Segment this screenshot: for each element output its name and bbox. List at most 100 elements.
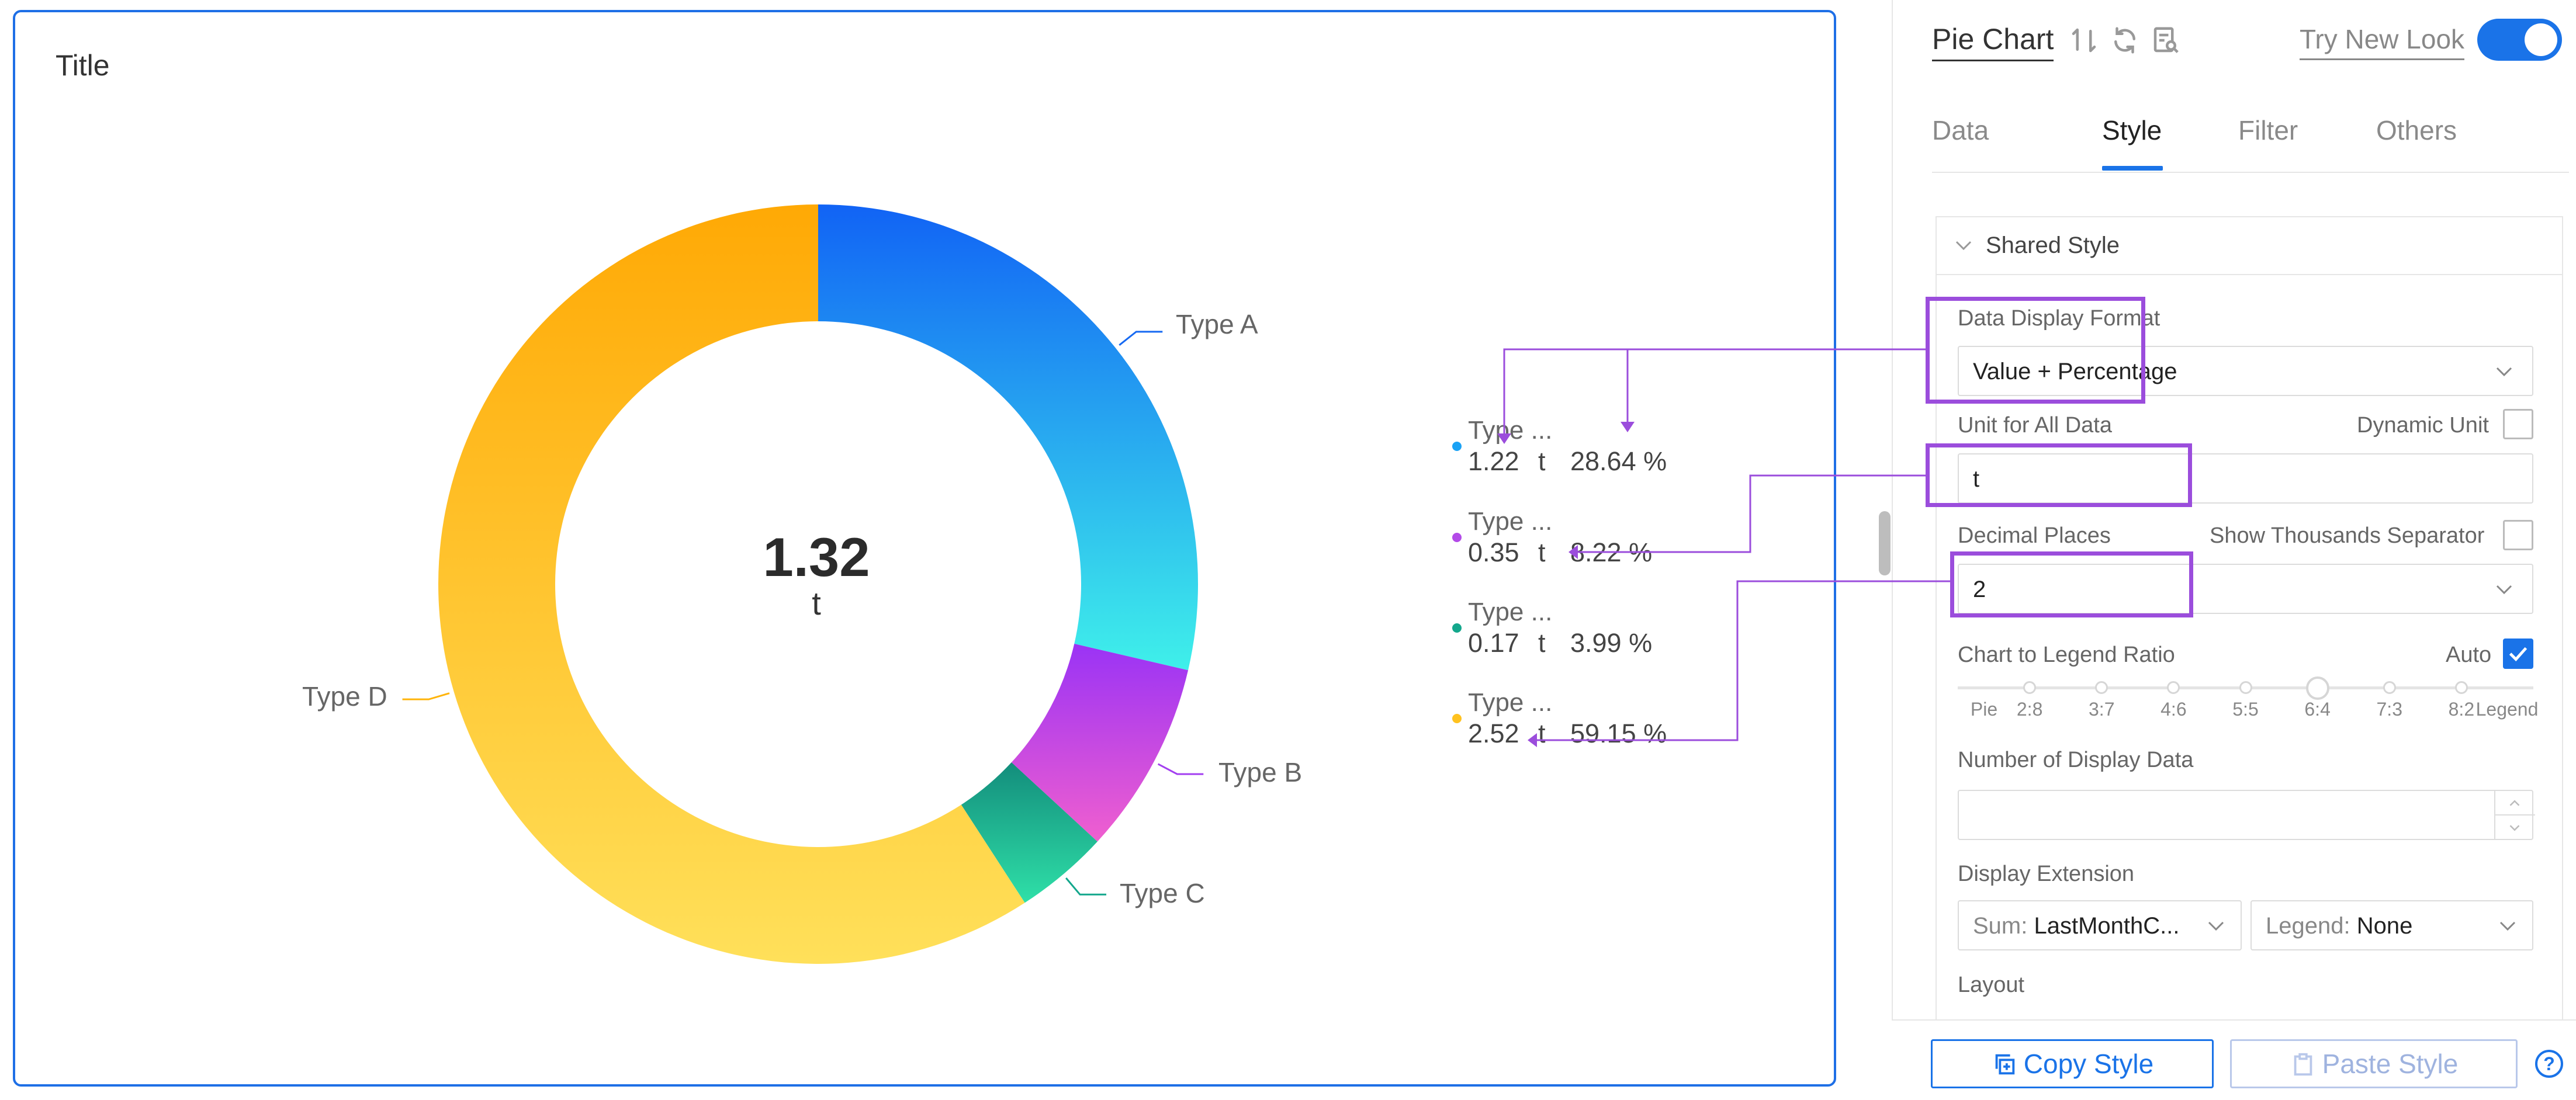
auto-ratio-checkbox[interactable] <box>2503 639 2533 669</box>
toggle-knob <box>2525 23 2557 56</box>
donut-slice-type-c[interactable] <box>961 762 1097 903</box>
slice-label-type-a: Type A <box>1176 309 1258 339</box>
donut-chart <box>402 204 1204 964</box>
active-tab-indicator <box>2102 166 2163 171</box>
sort-icon[interactable] <box>2068 25 2100 56</box>
legend-values: 0.35 t 8.22 % <box>1468 537 1653 567</box>
center-total-value: 1.32 <box>763 526 870 588</box>
dynamic-unit-checkbox[interactable] <box>2503 409 2533 439</box>
unit-input[interactable]: t <box>1958 453 2533 504</box>
legend-values: 1.22 t 28.64 % <box>1468 446 1667 476</box>
tab-data[interactable]: Data <box>1932 115 1989 145</box>
number-display-input[interactable] <box>1958 790 2533 840</box>
panel-title-chart-type[interactable]: Pie Chart <box>1932 22 2054 61</box>
copy-style-button[interactable]: Copy Style <box>1931 1039 2214 1088</box>
thousands-separator-checkbox[interactable] <box>2503 520 2533 550</box>
check-icon <box>2509 647 2527 662</box>
chart-title[interactable]: Title <box>56 49 110 82</box>
paste-icon <box>2294 1053 2312 1076</box>
legend-select[interactable]: Legend: None <box>2250 900 2533 950</box>
leader-line <box>1065 877 1107 896</box>
ratio-stop-label: Legend <box>2475 699 2539 720</box>
highlight-box <box>1926 443 2192 507</box>
ratio-stop-label: 7:3 <box>2376 699 2402 720</box>
tab-style[interactable]: Style <box>2102 115 2162 145</box>
slice-label-type-b: Type B <box>1218 757 1303 787</box>
select-value: Sum: LastMonthC... <box>1973 913 2180 939</box>
number-display-label: Number of Display Data <box>1958 748 2194 772</box>
paste-style-button[interactable]: Paste Style <box>2230 1039 2518 1088</box>
donut-slice-type-a[interactable] <box>818 204 1198 671</box>
refresh-icon[interactable] <box>2109 25 2141 56</box>
display-extension-label: Display Extension <box>1958 862 2135 886</box>
try-new-look-link[interactable]: Try New Look <box>2300 23 2465 60</box>
legend-values: 2.52 t 59.15 % <box>1468 719 1667 748</box>
stepper-down-button[interactable] <box>2494 816 2535 840</box>
ratio-stop-label: Pie <box>1970 699 1998 720</box>
panel-tabs: Data Style Filter Others <box>1932 109 2569 173</box>
chevron-down-icon <box>2499 921 2516 931</box>
legend-dot <box>1452 623 1462 633</box>
legend-item[interactable]: Type ... 0.17 t 3.99 % <box>1452 598 1698 658</box>
unit-label: Unit for All Data <box>1958 413 2112 438</box>
slice-label-type-d: Type D <box>302 681 387 712</box>
copy-icon <box>1995 1054 2015 1075</box>
chevron-down-icon <box>2509 825 2520 831</box>
section-title: Shared Style <box>1986 233 2120 258</box>
ratio-stop-label: 4:6 <box>2160 699 2187 720</box>
leader-line <box>1119 331 1163 346</box>
tab-others[interactable]: Others <box>2376 115 2457 145</box>
ratio-stop-label: 6:4 <box>2304 699 2331 720</box>
legend-values: 0.17 t 3.99 % <box>1468 628 1653 658</box>
ratio-stop-3-7[interactable] <box>2095 681 2108 694</box>
donut-slice-type-b[interactable] <box>1011 643 1189 842</box>
ratio-stop-8-2[interactable] <box>2454 681 2468 694</box>
ratio-stop-label: 8:2 <box>2448 699 2475 720</box>
legend-name: Type ... <box>1468 598 1553 626</box>
select-value: 2 <box>1973 577 1986 602</box>
canvas-scrollbar-thumb[interactable] <box>1879 511 1891 575</box>
ratio-stop-label: 2:8 <box>2016 699 2043 720</box>
chart-legend-ratio-label: Chart to Legend Ratio <box>1958 643 2175 667</box>
decimal-places-select[interactable]: 2 <box>1958 564 2533 614</box>
donut-slice-type-d[interactable] <box>438 204 1025 964</box>
legend-name: Type ... <box>1468 416 1553 445</box>
stepper-up-button[interactable] <box>2494 791 2535 816</box>
panel-footer: Copy Style Paste Style ? <box>1892 1019 2576 1100</box>
highlight-box <box>1926 297 2145 404</box>
layout-label: Layout <box>1958 973 2025 997</box>
chevron-down-icon <box>2496 585 2512 595</box>
legend-item[interactable]: Type ... 0.35 t 8.22 % <box>1452 507 1698 567</box>
ratio-stop-2-8[interactable] <box>2023 681 2037 694</box>
sum-select[interactable]: Sum: LastMonthC... <box>1958 900 2242 950</box>
legend-item[interactable]: Type ... 2.52 t 59.15 % <box>1452 688 1698 748</box>
auto-label: Auto <box>2446 643 2492 667</box>
legend-dot <box>1452 442 1462 451</box>
legend-dot <box>1452 714 1462 723</box>
legend-dot <box>1452 533 1462 542</box>
leader-line <box>1157 763 1204 775</box>
tab-filter[interactable]: Filter <box>2238 115 2298 145</box>
chevron-down-icon <box>2208 921 2224 931</box>
legend-item[interactable]: Type ... 1.22 t 28.64 % <box>1452 416 1698 476</box>
data-display-format-label: Data Display Format <box>1958 306 2160 331</box>
chevron-down-icon <box>2496 367 2512 377</box>
input-value: t <box>1973 466 1980 492</box>
leader-line <box>402 692 450 700</box>
ratio-stop-5-5[interactable] <box>2239 681 2252 694</box>
chevron-up-icon <box>2509 800 2520 806</box>
help-icon[interactable]: ? <box>2535 1050 2563 1078</box>
highlight-box <box>1950 551 2193 617</box>
center-total-unit: t <box>812 585 821 622</box>
try-new-look-toggle[interactable] <box>2477 19 2562 61</box>
legend-name: Type ... <box>1468 507 1553 536</box>
slice-label-type-c: Type C <box>1120 878 1205 908</box>
shared-style-header[interactable]: Shared Style <box>1937 217 2562 275</box>
ratio-stop-4-6[interactable] <box>2167 681 2180 694</box>
ratio-stop-7-3[interactable] <box>2383 681 2396 694</box>
dynamic-unit-label: Dynamic Unit <box>2357 413 2489 438</box>
ratio-stop-label: 3:7 <box>2089 699 2115 720</box>
ratio-stop-6-4[interactable] <box>2305 676 2329 700</box>
select-value: Legend: None <box>2266 913 2413 939</box>
inspect-icon[interactable] <box>2150 25 2182 56</box>
